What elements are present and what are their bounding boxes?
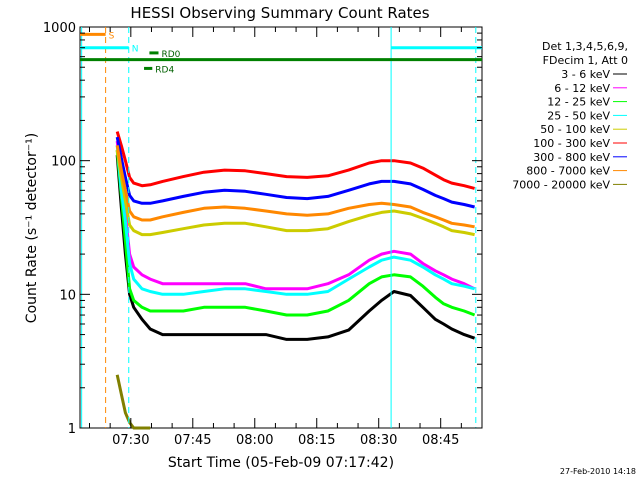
flag-label-3: RD0 bbox=[161, 50, 180, 60]
series-layer bbox=[115, 131, 476, 430]
legend-header-line-1: Det 1,3,4,5,6,9, bbox=[542, 40, 628, 53]
flag-label-4: RD4 bbox=[155, 65, 174, 75]
y-tick-label: 100 bbox=[51, 155, 76, 170]
series-line-8 bbox=[115, 374, 151, 430]
series-line-4 bbox=[115, 149, 475, 237]
legend-label-0: 3 - 6 keV bbox=[561, 68, 610, 81]
x-tick-label: 07:30 bbox=[112, 433, 149, 448]
series-line-0 bbox=[115, 154, 476, 341]
flag-label-1: N bbox=[132, 45, 139, 55]
legend: Det 1,3,4,5,6,9, FDecim 1, Att 0 3 - 6 k… bbox=[512, 40, 628, 191]
x-tick-label: 08:45 bbox=[422, 433, 459, 448]
series-line-1 bbox=[115, 140, 476, 291]
legend-label-1: 6 - 12 keV bbox=[554, 82, 610, 95]
series-line-5 bbox=[115, 131, 475, 190]
x-tick-label: 07:45 bbox=[174, 433, 211, 448]
legend-label-8: 7000 - 20000 keV bbox=[512, 178, 610, 191]
plot-frame bbox=[79, 26, 483, 429]
legend-label-2: 12 - 25 keV bbox=[547, 96, 610, 109]
series-line-3 bbox=[115, 145, 475, 296]
legend-label-6: 300 - 800 keV bbox=[533, 151, 610, 164]
x-tick-label: 08:00 bbox=[236, 433, 273, 448]
legend-label-4: 50 - 100 keV bbox=[540, 123, 610, 136]
y-tick-label: 1000 bbox=[43, 21, 76, 36]
legend-label-5: 100 - 300 keV bbox=[533, 137, 610, 150]
y-tick-label: 1 bbox=[68, 422, 76, 437]
legend-header-line-2: FDecim 1, Att 0 bbox=[543, 54, 628, 67]
footer-date: 27-Feb-2010 14:18 bbox=[560, 467, 636, 476]
y-axis-label: Count Rate (s⁻¹ detector⁻¹) bbox=[24, 133, 40, 323]
flags-layer: S N RD0 RD4 bbox=[80, 27, 482, 428]
series-line-7 bbox=[115, 145, 475, 229]
legend-label-3: 25 - 50 keV bbox=[547, 109, 610, 122]
x-tick-label: 08:30 bbox=[360, 433, 397, 448]
chart-title: HESSI Observing Summary Count Rates bbox=[130, 4, 429, 22]
series-line-6 bbox=[115, 136, 475, 209]
axes-layer: 07:30 07:45 08:00 08:15 08:30 08:45 1 10 100 1000 bbox=[43, 21, 483, 448]
x-axis-label: Start Time (05-Feb-09 07:17:42) bbox=[168, 455, 394, 471]
x-tick-label: 08:15 bbox=[298, 433, 335, 448]
flag-label-0: S bbox=[109, 31, 115, 41]
series-line-2 bbox=[115, 149, 476, 317]
legend-label-7: 800 - 7000 keV bbox=[526, 165, 610, 178]
y-tick-label: 10 bbox=[59, 288, 76, 303]
